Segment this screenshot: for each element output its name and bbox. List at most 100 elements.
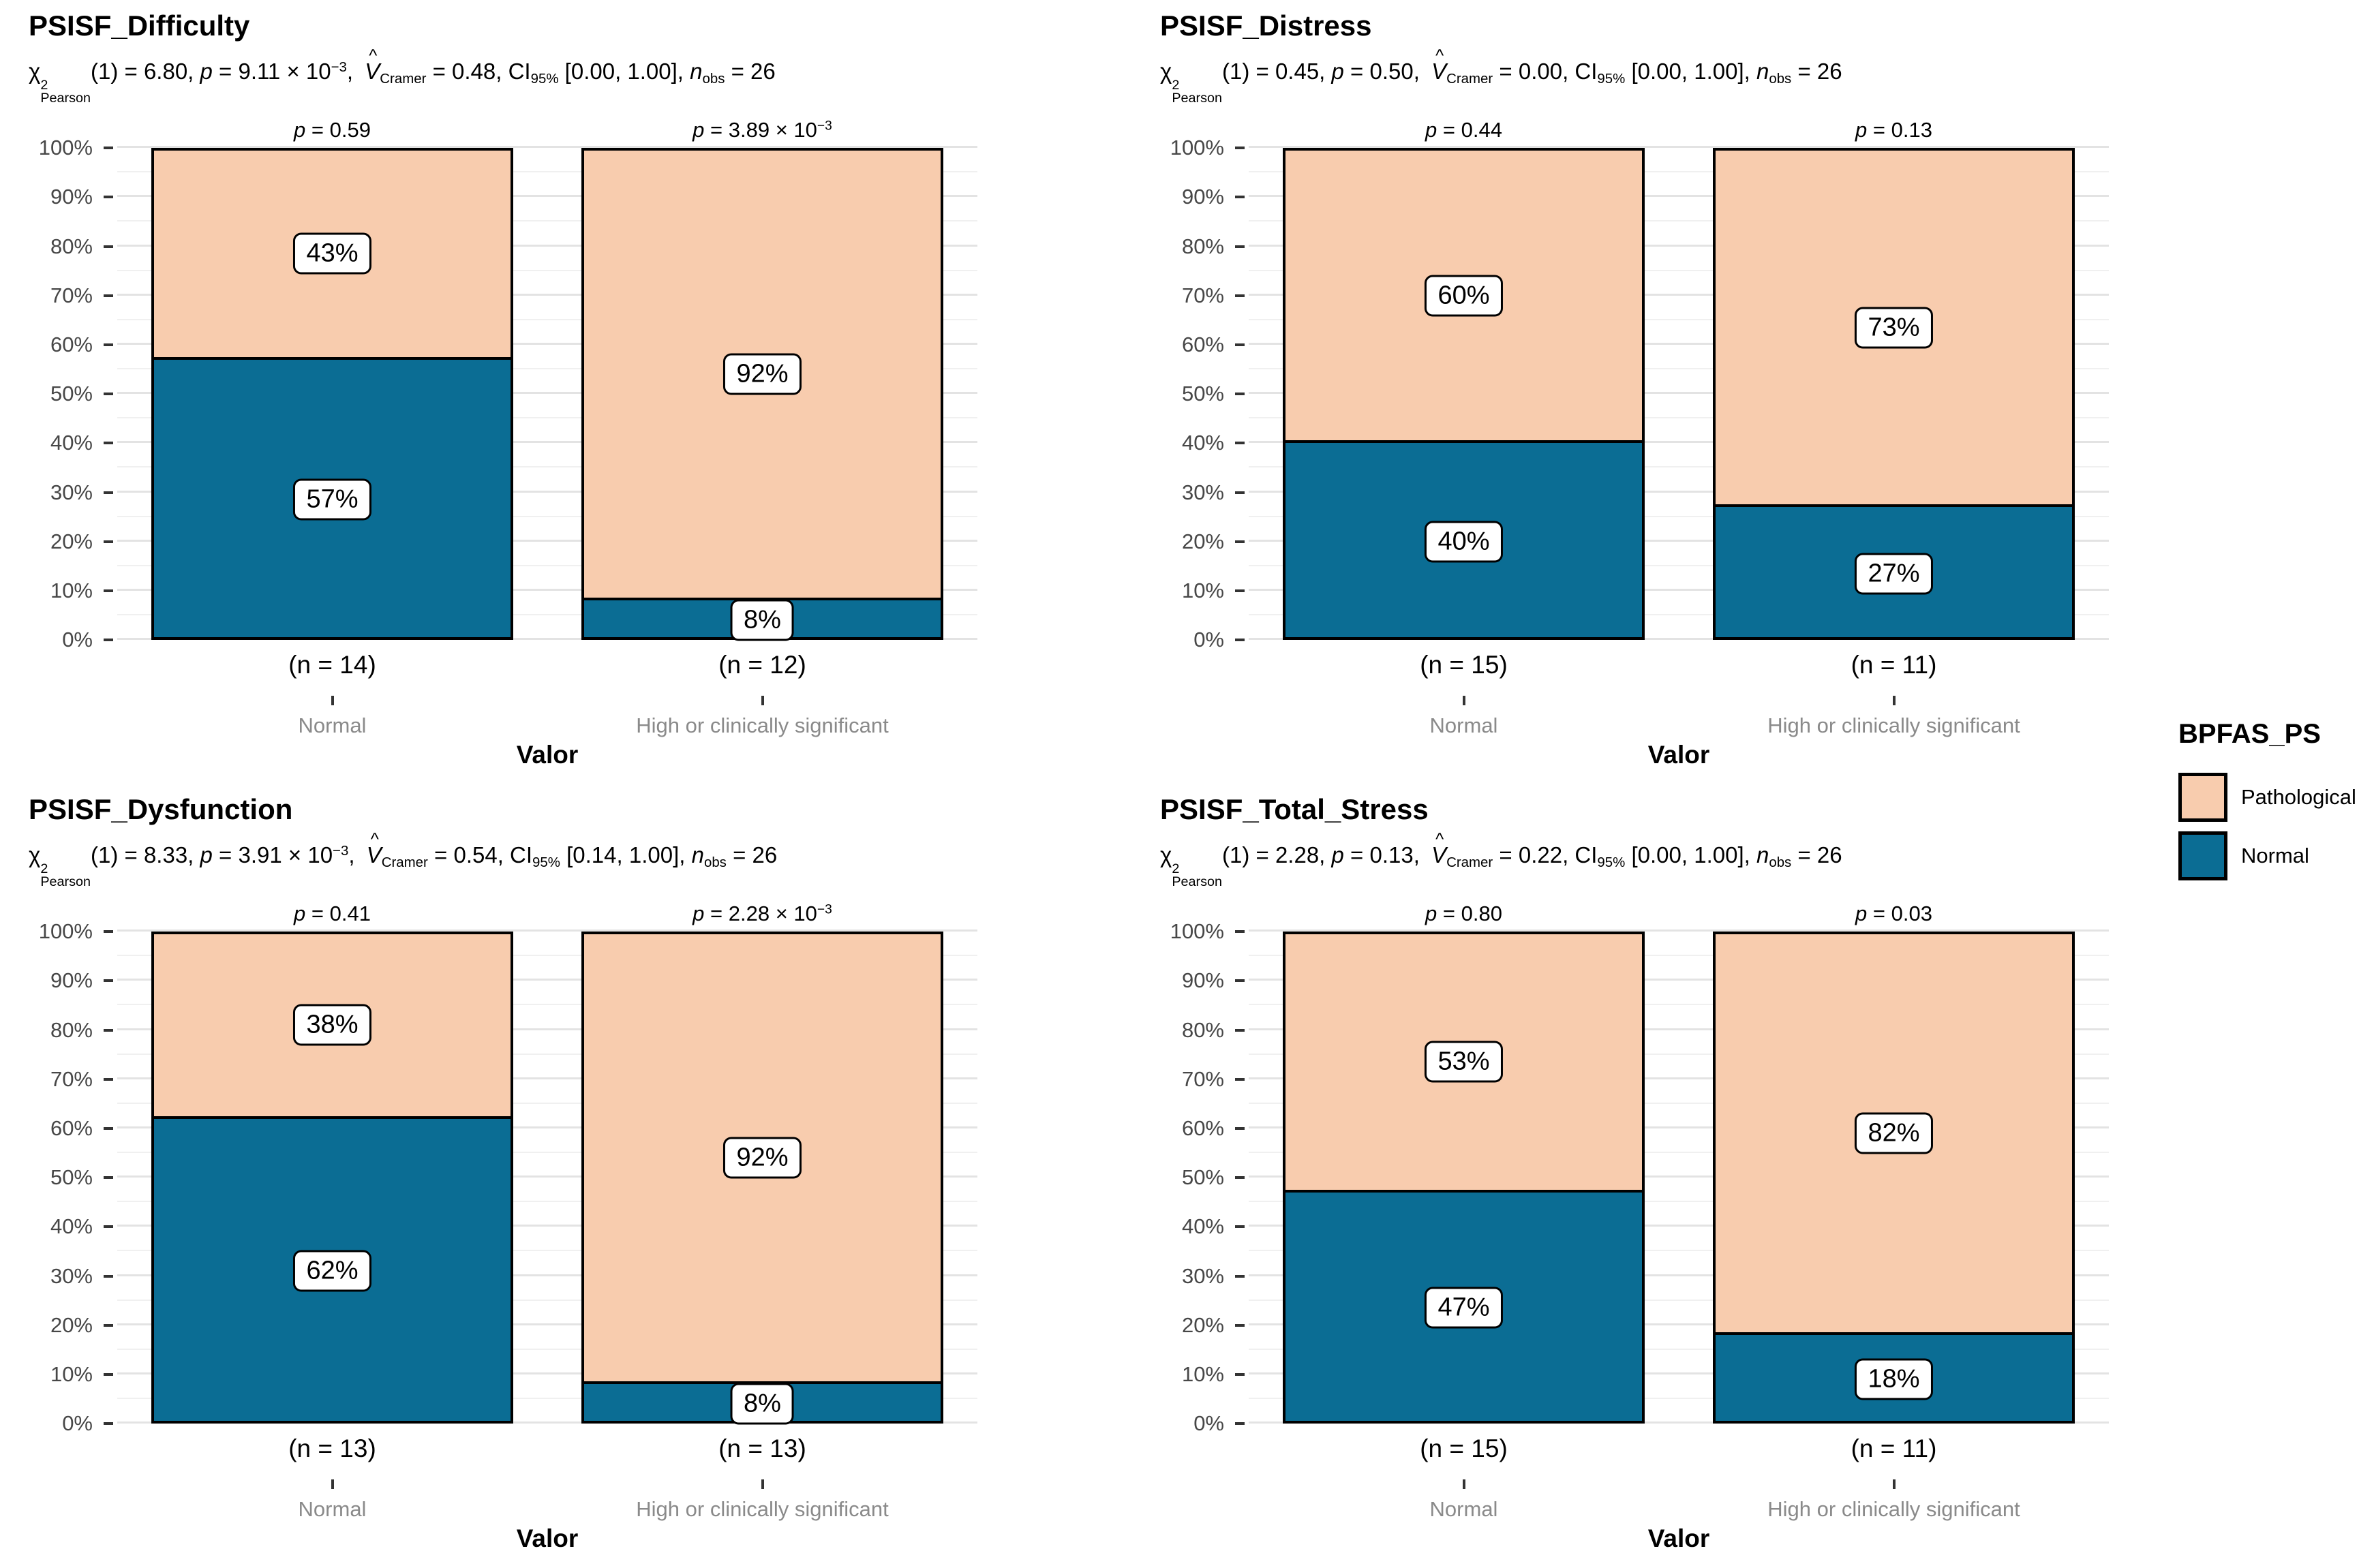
subscript: Pearson (40, 874, 91, 890)
y-tick-label: 50% (1181, 1165, 1224, 1190)
y-tick-mark (1235, 1028, 1245, 1032)
gridline-major (117, 1274, 977, 1276)
gridline-minor (117, 515, 977, 517)
italic-symbol: p (1425, 118, 1437, 142)
subscript: Cramer (1446, 855, 1493, 871)
legend-item: Normal (2178, 831, 2359, 880)
plot-region: p = 0.44 p = 0.13 0% 10% 20% 30% 40% 50% 60% 70% 8… (1170, 111, 2109, 769)
y-tick-mark (1235, 1225, 1245, 1229)
gridline-minor (117, 1348, 977, 1350)
y-tick-label: 90% (1181, 185, 1224, 209)
y-tick-label: 60% (50, 332, 93, 356)
x-axis-title: Valor (516, 741, 579, 769)
gridline-minor (1249, 955, 2109, 957)
y-tick-label: 100% (38, 919, 93, 944)
x-axis-title: Valor (1647, 1524, 1710, 1553)
bar-captions: p = 0.41 p = 2.28 × 10−3 (117, 895, 977, 932)
y-tick-mark (104, 147, 113, 150)
y-tick-label: 70% (1181, 283, 1224, 307)
y-tick-label: 90% (50, 185, 93, 209)
x-tick-mark (1892, 696, 1896, 706)
percent-label-pathological: 60% (1425, 275, 1503, 317)
legend: BPFAS_PS Pathological Normal (2140, 41, 2359, 1568)
subscript: Cramer (1446, 71, 1493, 87)
text-run: = 26 (725, 59, 776, 84)
y-tick-label: 50% (50, 382, 93, 406)
superscript: −3 (817, 119, 832, 134)
italic-symbol: p (200, 842, 213, 868)
percent-label-pathological: 92% (723, 353, 802, 395)
p-value-caption: p = 0.80 (1425, 902, 1502, 926)
gridline-major (1249, 392, 2109, 395)
stacked-bar: 92% 8% (581, 932, 943, 1425)
y-tick-mark (104, 1274, 113, 1278)
superscript: 2 (1172, 861, 1180, 876)
superscript: −3 (331, 59, 347, 76)
gridline-major (117, 1175, 977, 1178)
text-run: (1) = 0.45, (1222, 59, 1332, 84)
chart-panel-distress: PSISF_Distress χ 2 Pearson (1) = 0.45, p = 0… (1131, 0, 2140, 784)
p-value-caption: p = 2.28 × 10−3 (693, 902, 832, 926)
y-tick-mark (1235, 589, 1245, 592)
gridline-major (117, 1126, 977, 1128)
gridline-major (1249, 244, 2109, 247)
gridline-major (117, 293, 977, 296)
subscript: 95% (532, 855, 560, 871)
plot-panel: 0% 10% 20% 30% 40% 50% 60% 70% 80% 90% 100% 53% 47% 8… (1170, 919, 2109, 1435)
x-axis-area: (n = 15) Normal (n = 11) High or clinically… (1249, 1424, 2109, 1552)
hat-mark: ^ (1435, 46, 1444, 66)
chart-title: PSISF_Total_Stress (1160, 793, 1429, 825)
y-tick-label: 60% (1181, 332, 1224, 356)
chi-square-sub-sup: 2 Pearson (1172, 78, 1222, 106)
text-run: = 0.00, CI (1493, 59, 1598, 84)
y-tick-mark (1235, 979, 1245, 983)
x-tick-mark (331, 696, 334, 706)
bar-captions: p = 0.59 p = 3.89 × 10−3 (117, 111, 977, 148)
text-run: (1) = 2.28, (1222, 842, 1332, 868)
percent-label-normal: 40% (1425, 521, 1503, 563)
y-tick-mark (1235, 196, 1245, 199)
x-axis-area: (n = 14) Normal (n = 12) High or clinically… (117, 640, 977, 769)
gridline-major (1249, 1028, 2109, 1030)
italic-symbol: p (1331, 842, 1344, 868)
gridline-major (1249, 929, 2109, 932)
gridline-major (1249, 979, 2109, 981)
text-run: , (346, 59, 360, 84)
y-tick-mark (104, 343, 113, 346)
p-value-caption: p = 0.44 (1425, 118, 1502, 142)
legend-item-label: Normal (2241, 844, 2309, 867)
n-label: (n = 11) (1851, 1434, 1937, 1463)
hat-mark: ^ (1435, 830, 1444, 850)
text-run: = 0.44 (1437, 118, 1502, 142)
gridline-major (117, 146, 977, 149)
text-run: χ (1160, 842, 1172, 868)
y-tick-label: 90% (1181, 968, 1224, 993)
y-tick-label: 10% (50, 578, 93, 602)
subscript: obs (1769, 71, 1792, 87)
y-tick-label: 40% (1181, 1214, 1224, 1239)
gridline-major (117, 1225, 977, 1227)
gridline-major (117, 490, 977, 493)
gridline-minor (117, 1398, 977, 1400)
gridline-minor (1249, 1250, 2109, 1252)
y-tick-mark (1235, 491, 1245, 494)
gridline-minor (117, 318, 977, 320)
gridline-minor (117, 1152, 977, 1154)
y-tick-label: 40% (50, 1214, 93, 1239)
percent-label-normal: 57% (293, 478, 371, 521)
text-run: = 0.41 (305, 902, 371, 926)
y-tick-mark (104, 1323, 113, 1327)
text-run: = 0.03 (1867, 902, 1932, 926)
y-tick-mark (104, 245, 113, 248)
gridline-minor (117, 171, 977, 173)
gridline-minor (117, 1004, 977, 1006)
text-run: [0.00, 1.00], (1625, 842, 1756, 868)
text-run: (1) = 8.33, (91, 842, 200, 868)
gridline-minor (117, 269, 977, 271)
text-run: = 2.28 × 10 (704, 902, 817, 926)
category-label: High or clinically significant (1767, 1497, 2020, 1522)
legend-swatch-pathological (2178, 773, 2227, 822)
plot-panel: 0% 10% 20% 30% 40% 50% 60% 70% 80% 90% 100% 38% 62% 9… (39, 919, 977, 1435)
v-cramer-hat: ^ V (1431, 46, 1447, 84)
